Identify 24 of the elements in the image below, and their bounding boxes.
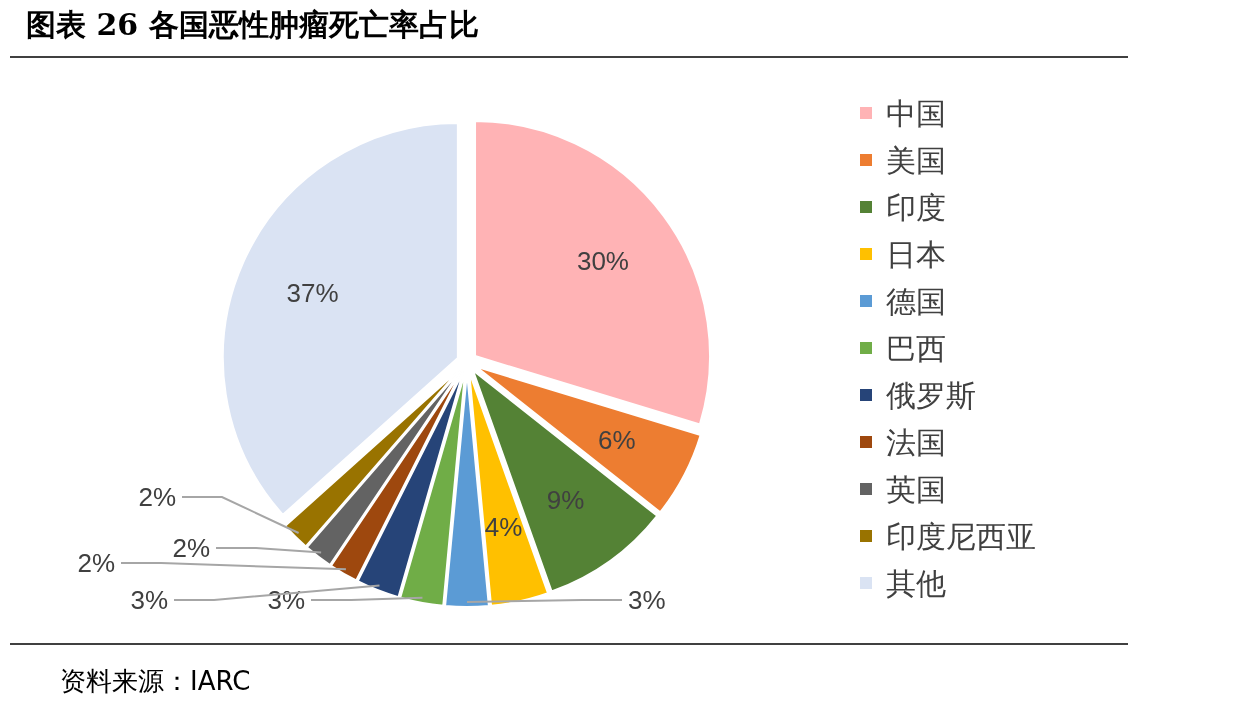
legend-label: 日本 bbox=[886, 236, 946, 272]
legend-label: 德国 bbox=[886, 283, 946, 319]
data-label: 4% bbox=[484, 512, 523, 543]
legend-label: 巴西 bbox=[886, 330, 946, 366]
legend-label: 法国 bbox=[886, 424, 946, 460]
legend-label: 其他 bbox=[886, 565, 946, 601]
legend-label: 美国 bbox=[886, 142, 946, 178]
legend-label: 中国 bbox=[886, 95, 946, 131]
data-label: 9% bbox=[546, 484, 585, 515]
legend-label: 印度尼西亚 bbox=[886, 518, 1036, 554]
data-label: 3% bbox=[628, 585, 666, 615]
data-label: 3% bbox=[267, 585, 305, 615]
text: 资料来源：IARC bbox=[60, 666, 251, 696]
data-label: 30% bbox=[576, 246, 629, 277]
data-label: 2% bbox=[138, 482, 176, 512]
legend-label: 英国 bbox=[886, 471, 946, 507]
legend-label: 俄罗斯 bbox=[886, 377, 976, 413]
legend-label: 印度 bbox=[886, 189, 946, 225]
data-label: 6% bbox=[598, 425, 636, 456]
data-label: 37% bbox=[286, 278, 339, 309]
chart-title: 图表 26 各国恶性肿瘤死亡率占比 bbox=[26, 7, 479, 42]
data-label: 3% bbox=[130, 585, 168, 615]
data-label: 2% bbox=[172, 533, 210, 563]
data-label: 2% bbox=[77, 548, 115, 578]
